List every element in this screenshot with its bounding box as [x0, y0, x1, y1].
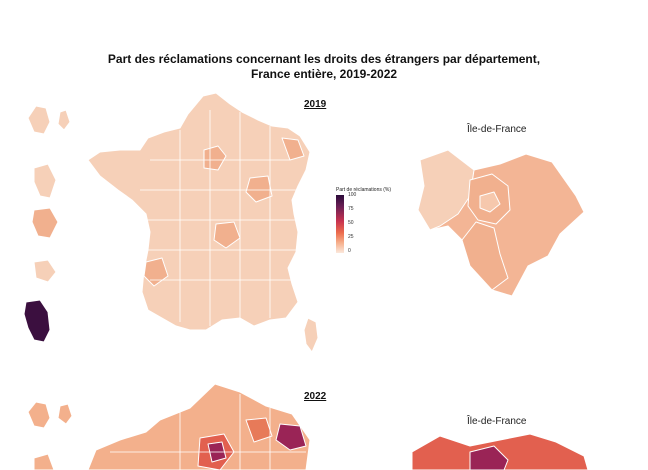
region-label-idf-2019: Île-de-France — [467, 124, 527, 135]
department-borders-2019 — [140, 110, 296, 326]
department-2019-d — [143, 257, 169, 287]
overseas-martinique-2019 — [57, 109, 71, 131]
map-2022 — [27, 383, 589, 470]
idf-core-2022 — [469, 445, 509, 470]
overseas-mayotte-dark-2019 — [23, 299, 51, 343]
idf-south-2019 — [461, 221, 509, 291]
overseas-reunion-2019 — [31, 207, 59, 239]
department-2019-e — [281, 137, 305, 161]
department-borders-2022 — [110, 394, 306, 470]
overseas-guyane-2019 — [33, 163, 57, 199]
mainland-france-2019 — [87, 92, 311, 331]
legend-tick-25: 25 — [348, 234, 354, 240]
idf-west-2019 — [417, 149, 475, 231]
department-2022-d — [245, 417, 273, 443]
map-2019 — [23, 92, 585, 353]
overseas-guadeloupe-2022 — [27, 401, 51, 429]
overseas-martinique-2022 — [57, 403, 73, 425]
legend-tick-0: 0 — [348, 248, 351, 254]
department-2019-c — [213, 221, 241, 249]
legend-tick-75: 75 — [348, 206, 354, 212]
year-label-2022: 2022 — [304, 391, 327, 402]
overseas-guyane-2022 — [33, 453, 55, 470]
chart-title-line-1: Part des réclamations concernant les dro… — [107, 52, 541, 66]
legend-tick-100: 100 — [348, 192, 357, 198]
region-label-idf-2022: Île-de-France — [467, 416, 527, 427]
idf-paris-2019 — [479, 191, 501, 213]
corsica-2019 — [303, 317, 319, 353]
legend-title: Part de réclamations (%) — [336, 187, 392, 193]
overseas-guadeloupe-2019 — [27, 105, 51, 135]
chart-title-line-2: France entière, 2019-2022 — [250, 67, 398, 81]
legend-tick-50: 50 — [348, 220, 354, 226]
legend-color-bar — [336, 195, 344, 253]
year-label-2019: 2019 — [304, 99, 327, 110]
department-2019-a — [203, 145, 227, 171]
mainland-france-2022 — [87, 383, 311, 470]
overseas-mayotte-2019 — [33, 259, 57, 283]
department-2022-c — [275, 423, 307, 451]
